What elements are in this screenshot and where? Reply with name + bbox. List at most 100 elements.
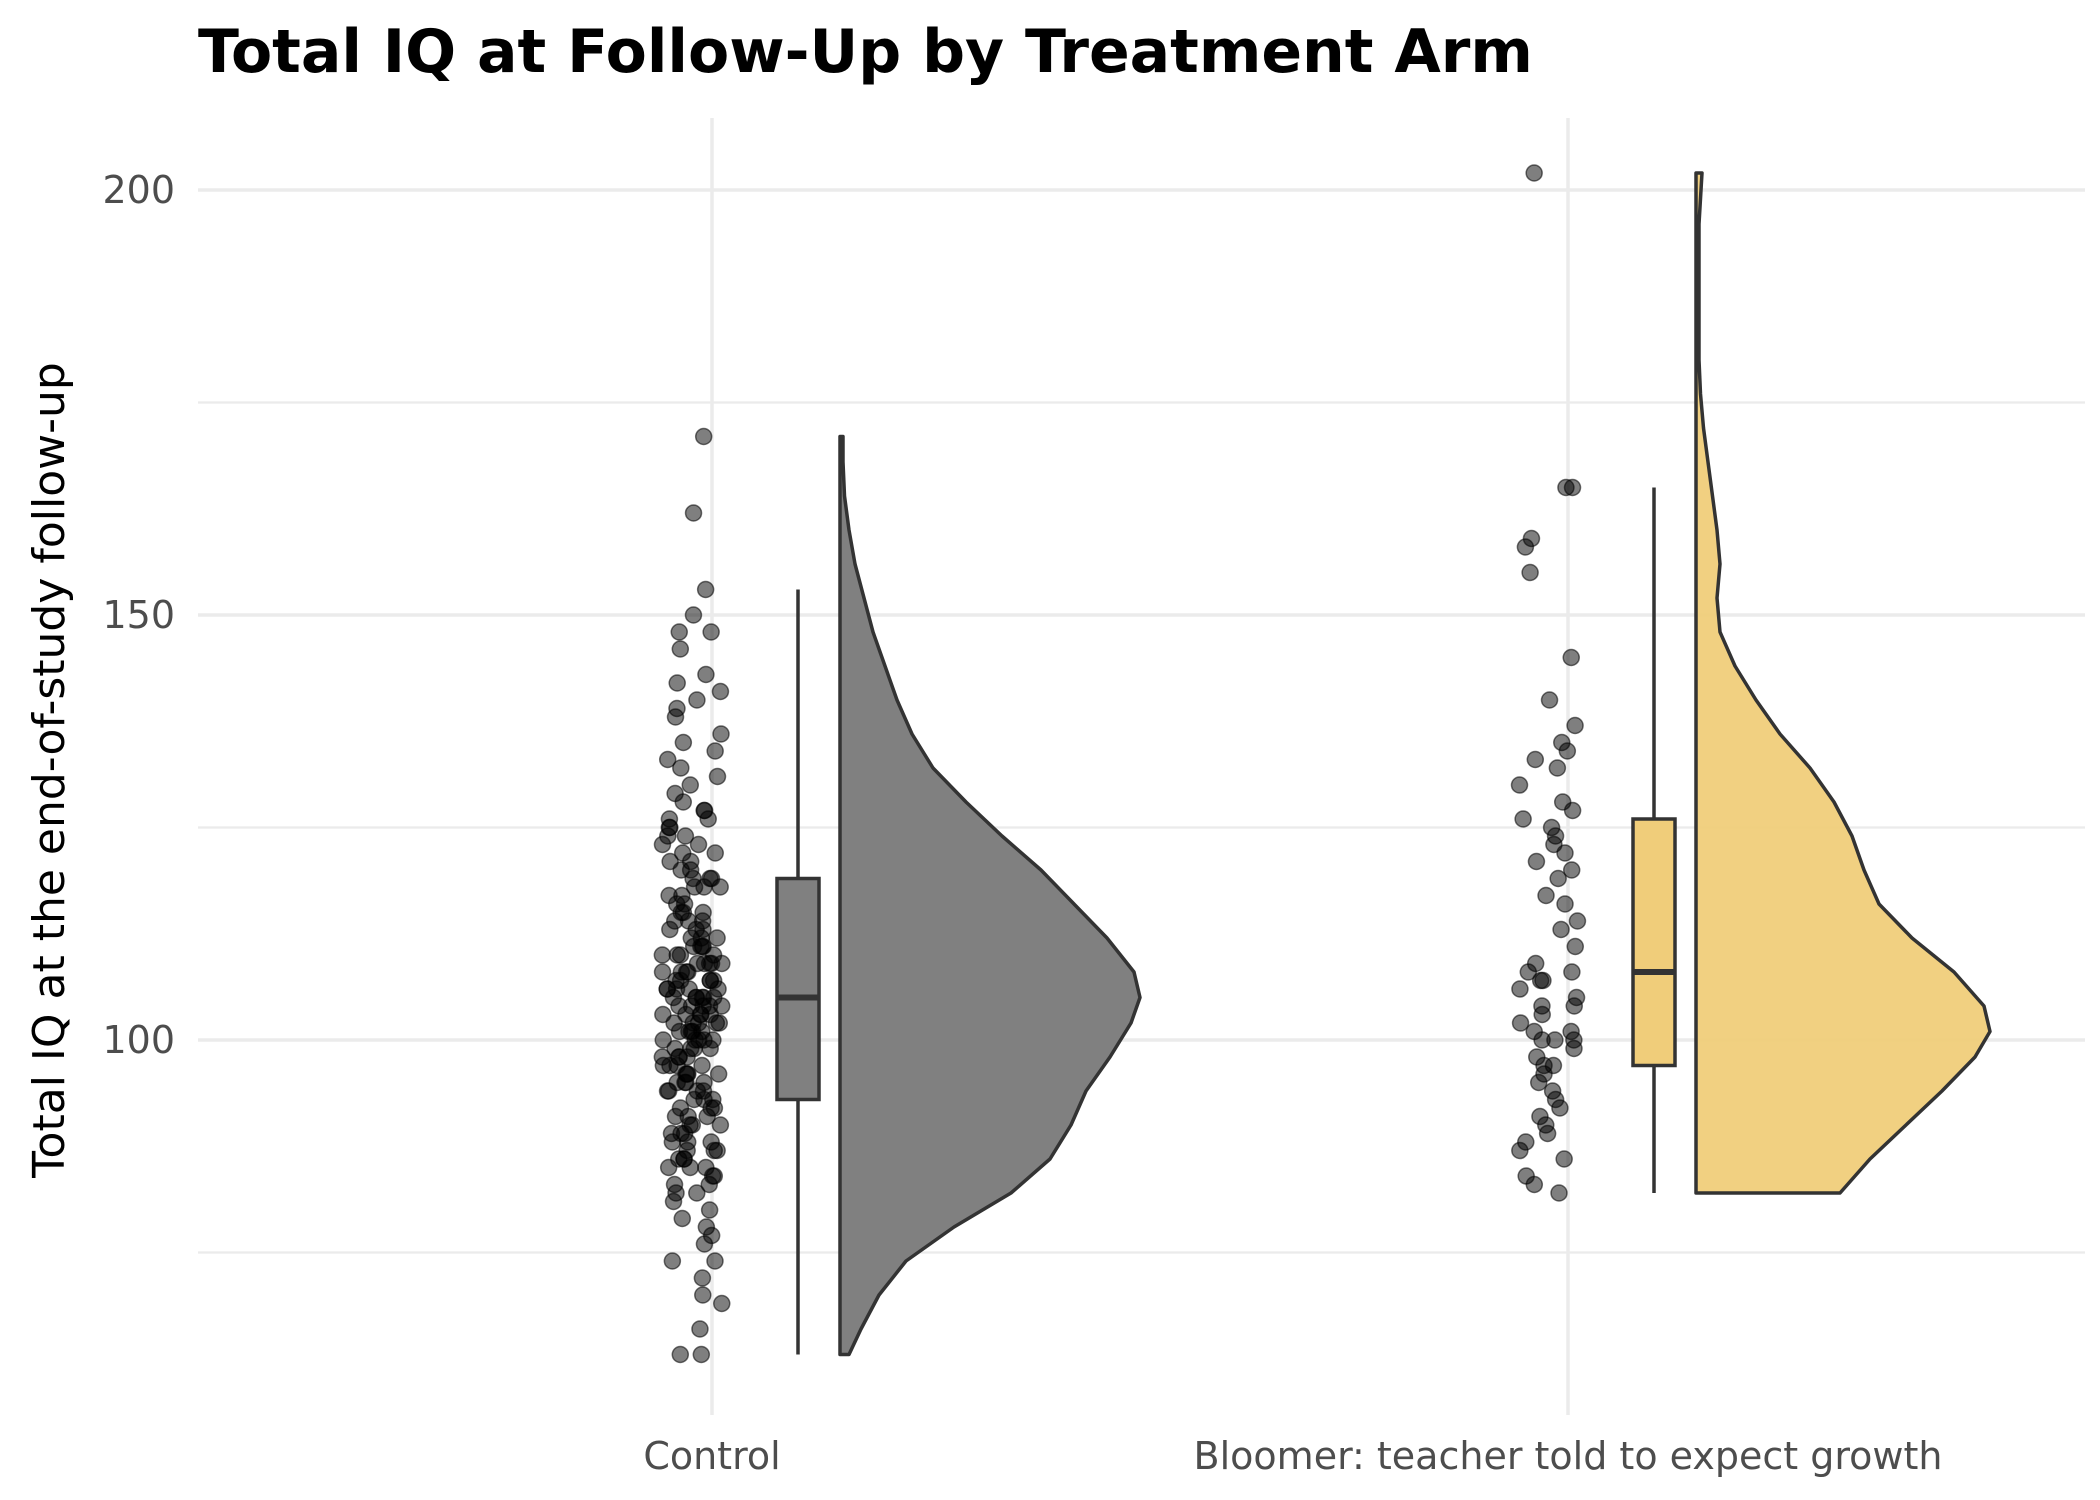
data-point [693, 1269, 712, 1287]
data-point [688, 954, 707, 973]
data-point [1562, 861, 1581, 879]
data-point [658, 750, 677, 769]
data-point [672, 759, 690, 777]
data-point [660, 886, 678, 905]
data-point [693, 1056, 711, 1075]
data-point [1542, 818, 1561, 837]
data-point [670, 623, 688, 641]
y-tick-label: 200 [102, 168, 175, 212]
data-point [663, 1252, 682, 1270]
data-point [676, 827, 695, 845]
violin [1694, 171, 1992, 1195]
data-point [696, 580, 715, 599]
data-layer [653, 164, 1992, 1364]
data-point [688, 1184, 706, 1202]
data-point [661, 852, 679, 871]
data-point [701, 971, 720, 990]
y-tick-label: 100 [102, 1018, 175, 1062]
data-point [674, 733, 693, 752]
data-point [1553, 793, 1572, 811]
data-point [1517, 1133, 1535, 1151]
y-axis-title: Total IQ at the end-of-study follow-up [24, 362, 75, 1179]
data-point [709, 1065, 728, 1083]
data-point [684, 606, 703, 624]
data-point [711, 1116, 730, 1134]
data-point [666, 784, 684, 803]
y-axis: 100 150 200 [102, 168, 175, 1062]
data-point [1544, 1056, 1563, 1075]
data-point [695, 801, 713, 820]
x-tick-label: Control [643, 1434, 780, 1478]
data-point [706, 742, 724, 760]
data-point [1543, 1082, 1562, 1100]
data-point [1548, 759, 1567, 777]
data-point [691, 1320, 709, 1338]
data-point [1566, 716, 1584, 735]
data-point [673, 1209, 692, 1228]
data-point [702, 1133, 720, 1151]
data-point [692, 1345, 711, 1364]
data-point [694, 903, 712, 922]
data-point [712, 725, 730, 743]
data-point [1511, 1014, 1530, 1032]
data-point [1531, 1107, 1549, 1126]
data-point [706, 1252, 724, 1270]
data-point [1514, 810, 1532, 828]
data-point [1562, 648, 1580, 667]
box [1631, 817, 1677, 1068]
data-point [1510, 776, 1529, 794]
data-point [1522, 529, 1541, 548]
x-axis: Control Bloomer: teacher told to expect g… [643, 1434, 1942, 1478]
data-point [694, 1286, 712, 1304]
data-point [689, 835, 708, 854]
group-1 [1510, 164, 1992, 1202]
data-point [701, 869, 719, 888]
data-point [1550, 1184, 1568, 1202]
data-point [1566, 937, 1585, 956]
y-tick-label: 150 [102, 593, 175, 637]
data-point [711, 682, 730, 701]
data-point [695, 1073, 713, 1092]
data-point [1555, 1150, 1573, 1168]
data-point [697, 665, 715, 684]
data-point [672, 963, 691, 981]
data-point [1537, 886, 1555, 905]
data-point [706, 844, 724, 862]
data-point [1526, 750, 1545, 769]
data-point [708, 767, 727, 786]
data-point [1533, 997, 1551, 1015]
data-point [694, 988, 713, 1007]
data-point [653, 963, 672, 981]
grid [198, 118, 2085, 1415]
data-point [671, 640, 690, 658]
data-point [708, 929, 726, 947]
data-point [1517, 1167, 1535, 1185]
data-point [671, 1099, 690, 1117]
x-tick-label: Bloomer: teacher told to expect growth [1194, 1434, 1943, 1478]
data-point [684, 504, 703, 522]
data-point [681, 776, 700, 794]
data-point [713, 1294, 731, 1313]
data-point [1553, 733, 1571, 752]
box [775, 876, 821, 1102]
data-point [673, 844, 692, 862]
data-point [660, 810, 679, 828]
data-point [1511, 980, 1529, 998]
data-point [1557, 478, 1575, 497]
data-point [1525, 1022, 1543, 1041]
data-point [688, 691, 706, 709]
data-point [654, 1005, 672, 1024]
data-point [668, 674, 686, 692]
data-point [694, 427, 713, 446]
data-point [700, 1201, 719, 1219]
data-point [1552, 920, 1570, 939]
data-point [1526, 954, 1545, 973]
data-point [1568, 912, 1587, 930]
data-point [697, 1218, 716, 1236]
data-point [665, 1175, 684, 1194]
data-point [1525, 164, 1543, 182]
data-point [668, 699, 686, 718]
data-point [1540, 691, 1559, 709]
data-point [1556, 895, 1574, 913]
data-point [697, 1158, 715, 1177]
